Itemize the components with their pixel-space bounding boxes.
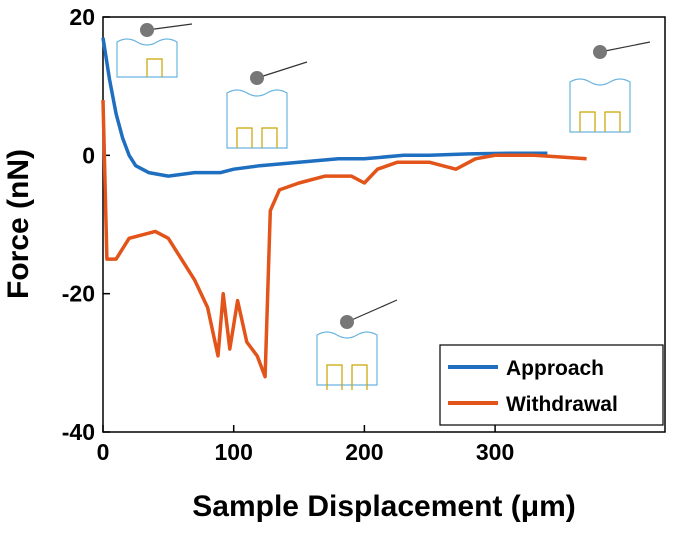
data-line <box>101 99 587 379</box>
x-tick-label: 0 <box>97 439 110 465</box>
y-tick-label: -20 <box>62 281 95 307</box>
y-tick-label: -40 <box>62 419 95 445</box>
legend-label: Withdrawal <box>506 393 618 416</box>
x-tick-label: 200 <box>345 439 383 465</box>
legend-box <box>439 344 664 426</box>
y-tick-label: 0 <box>82 142 95 168</box>
plot-frame <box>102 16 666 433</box>
inset-illustration <box>116 23 651 390</box>
data-line <box>101 37 548 178</box>
y-axis-label: Force (nN) <box>2 149 35 299</box>
x-tick-label: 300 <box>476 439 514 465</box>
x-tick-label: 100 <box>215 439 253 465</box>
legend-label: Approach <box>506 357 604 380</box>
y-tick-label: 20 <box>69 4 95 30</box>
x-axis-label: Sample Displacement (μm) <box>192 490 575 523</box>
